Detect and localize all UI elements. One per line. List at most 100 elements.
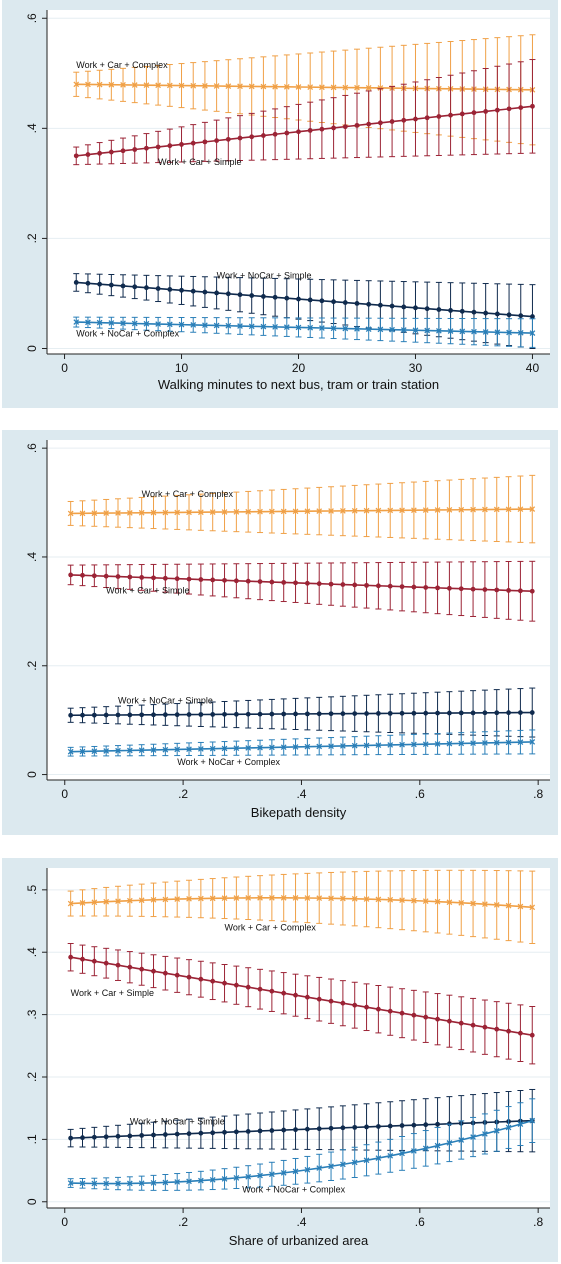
data-point [377,326,384,333]
data-point [363,742,370,749]
data-point [281,711,287,717]
data-point [174,509,181,516]
data-point [178,321,185,328]
data-point [222,711,227,717]
series-line [70,741,533,753]
data-point [91,1134,97,1140]
series-work-car-simple [67,560,536,622]
data-point [127,712,133,718]
data-point [233,711,239,717]
data-point [413,116,418,122]
data-point [186,576,192,582]
data-point [375,742,382,749]
data-point [364,1124,369,1130]
x-tick-label: 20 [292,361,306,375]
data-point [293,1127,298,1133]
data-point [166,82,173,89]
data-point [375,1155,382,1161]
data-point [328,743,334,750]
series-work-nocar-simple [67,687,536,738]
data-point [68,954,74,960]
data-point [316,743,323,750]
data-point [162,746,169,753]
data-point [518,710,523,716]
data-point [316,1126,322,1132]
data-point [365,326,372,332]
data-point [340,711,346,717]
series-work-nocar-complex [67,729,536,757]
data-point [387,1123,393,1129]
data-point [375,1006,381,1012]
data-point [221,745,228,752]
data-point [292,508,299,515]
data-point [132,284,138,290]
x-tick-label: 10 [175,361,189,375]
data-point [364,711,369,716]
data-point [331,299,336,305]
data-point [115,574,121,579]
data-point [209,1176,216,1183]
data-point [296,129,301,135]
data-point [494,710,500,716]
data-point [423,710,429,716]
data-point [423,1122,429,1128]
data-point [280,894,287,901]
data-point [459,308,465,314]
data-point [494,311,500,317]
data-point [103,573,109,579]
data-point [375,1124,381,1129]
y-tick-label: .2 [25,233,39,243]
data-point [151,1132,156,1138]
data-point [91,899,98,906]
data-point [115,1180,121,1187]
data-point [351,895,358,902]
data-point [435,710,440,716]
data-point [518,588,523,594]
data-point [411,1148,417,1154]
data-point [387,507,394,514]
data-point [151,712,156,718]
data-point [67,1180,74,1186]
data-point [249,293,255,298]
data-point [198,712,204,717]
data-point [399,507,405,514]
data-point [458,899,465,906]
data-point [245,984,251,990]
data-point [283,324,290,331]
data-point [155,82,161,89]
data-point [257,986,263,992]
data-point [209,509,216,515]
data-point [506,106,512,112]
data-point [162,1179,169,1186]
data-point [166,321,173,328]
data-point [307,128,313,133]
data-point [202,82,208,89]
data-point [151,968,156,974]
data-point [79,1180,86,1187]
data-point [174,712,180,718]
data-point [144,285,149,291]
data-point [435,585,440,591]
data-point [162,575,168,581]
data-point [352,1124,358,1130]
chart-walking-minutes: 0 .2 .4 .6 0 10 20 30 40 Walking minutes to next … [25,10,550,392]
data-point [319,126,325,132]
series-label-work-nocar-complex: Work + NoCar + Complex [76,328,179,338]
x-tick-label: .6 [415,1215,425,1229]
data-point [529,904,536,911]
data-point [214,290,220,296]
data-point [447,585,452,591]
series-work-car-complex [67,474,536,544]
data-point [494,587,500,593]
data-point [132,147,138,152]
data-point [434,741,441,747]
data-point [151,575,156,581]
data-point [328,1125,334,1131]
data-point [307,324,314,331]
data-point [446,899,453,906]
data-point [470,900,476,907]
data-point [225,83,232,89]
data-point [389,303,395,309]
data-point [529,1117,536,1124]
data-point [213,322,220,329]
